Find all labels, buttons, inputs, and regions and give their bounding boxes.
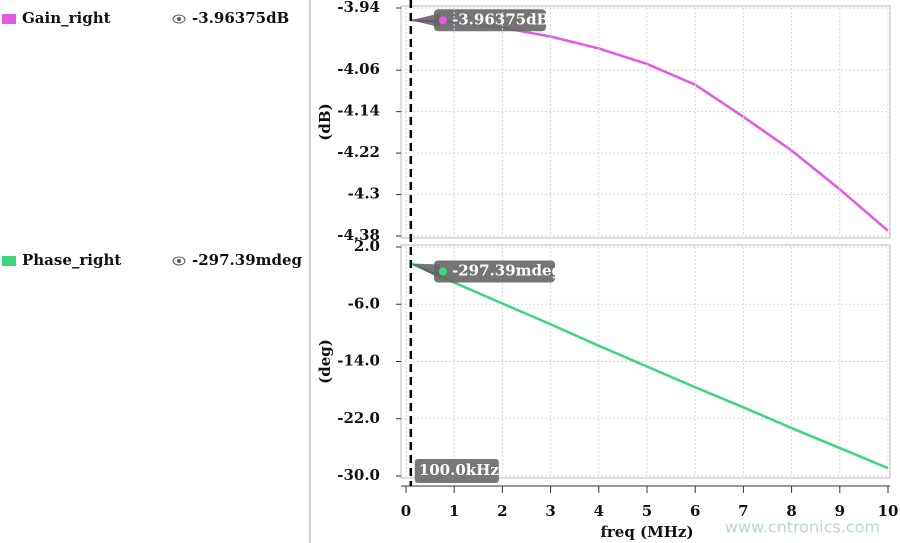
y-tick-label: -30.0 xyxy=(337,466,380,484)
x-tick-label: 2 xyxy=(497,502,507,520)
y-axis-label: (deg) xyxy=(316,339,334,384)
legend-label: Gain_right xyxy=(22,9,111,27)
x-tick-label: 7 xyxy=(738,502,748,520)
x-tick-label: 3 xyxy=(545,502,555,520)
marker-dot xyxy=(439,16,447,25)
marker-pointer xyxy=(410,263,440,279)
x-tick-label: 0 xyxy=(401,502,411,520)
legend-label: Phase_right xyxy=(22,251,121,269)
y-tick-label: -14.0 xyxy=(337,352,380,370)
y-tick-label: 2.0 xyxy=(354,237,380,255)
x-tick-label: 8 xyxy=(786,502,796,520)
marker-box xyxy=(434,9,546,32)
x-tick-label: 6 xyxy=(690,502,700,520)
marker-dot xyxy=(439,267,447,276)
legend-value: -3.96375dB xyxy=(192,9,289,27)
y-tick-label: -4.38 xyxy=(337,226,380,244)
x-tick-label: 5 xyxy=(642,502,652,520)
eye-pupil xyxy=(177,259,181,263)
x-tick-label: 10 xyxy=(878,502,899,520)
cursor-box xyxy=(414,459,499,483)
y-tick-label: -4.3 xyxy=(348,185,380,203)
legend-swatch xyxy=(2,256,16,266)
plot-frame xyxy=(400,5,891,239)
x-tick-label: 1 xyxy=(449,502,459,520)
legend-value: -297.39mdeg xyxy=(192,251,303,269)
y-axis-label: (dB) xyxy=(316,103,334,140)
marker-label: -3.96375dB xyxy=(452,10,549,28)
marker-box xyxy=(434,260,555,283)
y-tick-label: -4.06 xyxy=(337,60,380,78)
eye-pupil xyxy=(177,17,181,21)
y-tick-label: -4.22 xyxy=(337,143,380,161)
x-axis-label: freq (MHz) xyxy=(600,523,693,541)
eye-icon xyxy=(172,14,186,24)
watermark: www.cntronics.com xyxy=(725,518,880,537)
eye-icon xyxy=(172,256,186,266)
x-tick-label: 9 xyxy=(835,502,845,520)
y-tick-label: -4.14 xyxy=(337,102,380,120)
y-tick-label: -22.0 xyxy=(337,409,380,427)
marker-label: -297.39mdeg xyxy=(452,261,563,279)
y-tick-label: -3.94 xyxy=(337,0,380,16)
y-tick-label: -6.0 xyxy=(348,294,380,312)
legend-swatch xyxy=(2,14,16,24)
cursor-label: 100.0kHz xyxy=(419,461,500,479)
series-line xyxy=(410,262,889,470)
marker-pointer xyxy=(410,13,440,28)
series-line xyxy=(410,19,889,232)
x-tick-label: 4 xyxy=(594,502,604,520)
